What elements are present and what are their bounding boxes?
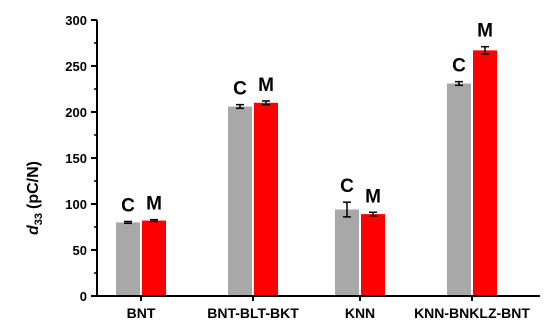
y-axis-label-subscript: 33 — [33, 213, 45, 225]
error-bar — [262, 100, 270, 106]
bar — [335, 209, 359, 296]
bar-tag-label: C — [340, 176, 354, 197]
error-bar — [124, 220, 132, 225]
bar-tag-label: M — [146, 194, 162, 215]
y-tick-label: 200 — [65, 105, 87, 120]
bar-tag-label: M — [365, 186, 381, 207]
bar — [228, 106, 252, 296]
bar-tag-label: C — [452, 56, 466, 77]
x-tick-label: BNT-BLT-BKT — [207, 305, 299, 321]
bar-tag-label: C — [233, 79, 247, 100]
x-tick-label: BNT — [127, 305, 156, 321]
bar — [254, 102, 278, 296]
y-tick-label: 250 — [65, 59, 87, 74]
y-axis-label: d33 (pC/N) — [25, 161, 45, 235]
bar-tag-label: C — [121, 195, 135, 216]
error-bar — [369, 211, 377, 217]
y-axis-label-symbol: d — [25, 224, 42, 235]
bar — [116, 222, 140, 296]
y-tick-label: 150 — [65, 151, 87, 166]
bar-tag-label: M — [258, 75, 274, 96]
y-axis: 0 50 100 150 200 250 300 — [65, 13, 98, 304]
x-tick-label: KNN-BNKLZ-BNT — [414, 305, 530, 321]
y-axis-label-unit: (pC/N) — [25, 161, 42, 209]
y-tick-label: 100 — [65, 197, 87, 212]
bar — [473, 50, 497, 296]
error-bar — [150, 218, 158, 223]
bar — [447, 83, 471, 296]
y-tick-label: 50 — [73, 243, 87, 258]
x-tick-label: KNN — [345, 305, 375, 321]
x-axis: BNT BNT-BLT-BKT KNN KNN-BNKLZ-BNT — [96, 295, 540, 321]
error-bar — [343, 201, 351, 218]
y-tick-label: 300 — [65, 13, 87, 28]
error-bar — [236, 103, 244, 110]
bar — [361, 214, 385, 296]
y-tick-label: 0 — [80, 289, 87, 304]
error-bar — [481, 45, 489, 55]
bar-tag-label: M — [477, 21, 493, 42]
error-bar — [455, 80, 463, 87]
bar — [142, 220, 166, 296]
